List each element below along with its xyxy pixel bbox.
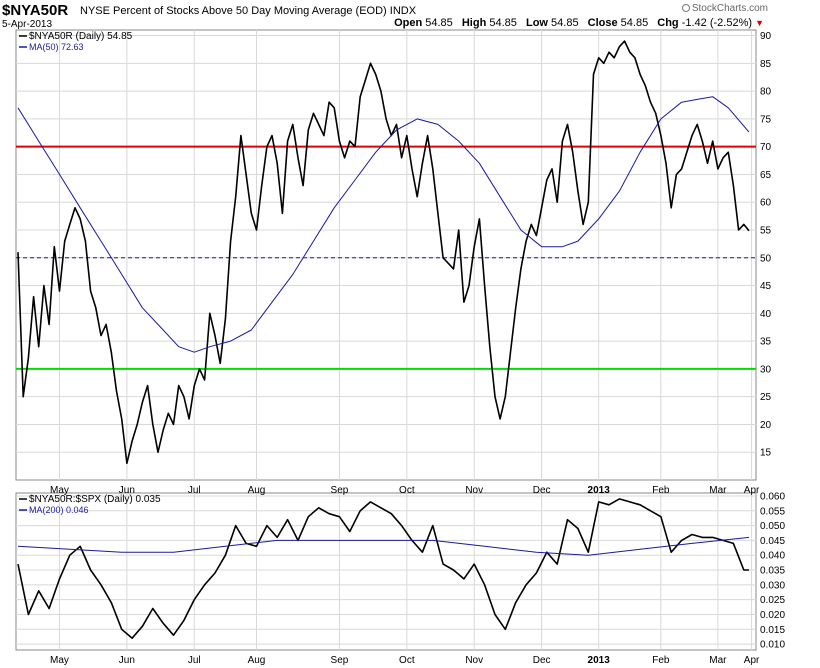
open-label: Open: [394, 17, 423, 29]
down-triangle-icon: ▼: [755, 18, 764, 28]
x-tick-label: May: [50, 655, 69, 666]
y-tick-label: 20: [760, 420, 772, 431]
y-tick-label: 0.055: [760, 506, 785, 517]
x-tick-label: Aug: [248, 655, 266, 666]
y-tick-label: 50: [760, 253, 772, 264]
x-tick-label: Nov: [465, 485, 483, 496]
credit-label: StockCharts.com: [691, 3, 768, 14]
y-tick-label: 0.030: [760, 580, 785, 591]
open-value: 54.85: [425, 17, 453, 29]
x-tick-label: Feb: [652, 485, 670, 496]
legend-entry: $NYA50R (Daily) 54.85: [29, 31, 133, 42]
chart-date: 5-Apr-2013: [2, 19, 53, 30]
y-tick-label: 90: [760, 31, 772, 42]
x-tick-label: Nov: [465, 655, 483, 666]
moving-average-line: [17, 536, 750, 556]
low-label: Low: [525, 17, 548, 29]
x-tick-label: Mar: [709, 655, 727, 666]
x-tick-label: Sep: [331, 655, 349, 666]
y-tick-label: 40: [760, 309, 772, 320]
legend-entry: $NYA50R:$SPX (Daily) 0.035: [29, 494, 161, 505]
credit-link[interactable]: StockCharts.com: [681, 3, 768, 14]
x-tick-label: Apr: [744, 485, 760, 496]
y-tick-label: 80: [760, 87, 772, 98]
chart-symbol: $NYA50R: [2, 2, 69, 19]
y-tick-label: 70: [760, 142, 772, 153]
chg-label: Chg: [657, 17, 679, 29]
y-tick-label: 35: [760, 337, 772, 348]
y-tick-label: 0.010: [760, 640, 785, 651]
x-tick-label: Oct: [399, 655, 415, 666]
y-tick-label: 55: [760, 226, 772, 237]
x-tick-label: May: [50, 485, 69, 496]
y-tick-label: 0.050: [760, 521, 785, 532]
x-tick-label: Dec: [533, 655, 551, 666]
x-tick-label: Sep: [331, 485, 349, 496]
y-tick-label: 65: [760, 170, 772, 181]
y-tick-label: 85: [760, 59, 772, 70]
x-tick-label: Feb: [652, 655, 670, 666]
close-label: Close: [587, 17, 618, 29]
y-tick-label: 60: [760, 198, 772, 209]
stockcharts-logo-icon: [681, 4, 690, 12]
y-tick-label: 15: [760, 448, 772, 459]
x-tick-label: Oct: [399, 485, 415, 496]
x-tick-label: Mar: [709, 485, 727, 496]
chg-value: -1.42 (-2.52%): [681, 17, 753, 29]
price-series-line: [17, 40, 750, 465]
y-tick-label: 0.015: [760, 625, 785, 636]
y-tick-label: 45: [760, 281, 772, 292]
y-tick-label: 30: [760, 364, 772, 375]
y-tick-label: 0.025: [760, 595, 785, 606]
y-tick-label: 0.045: [760, 536, 785, 547]
y-tick-label: 0.040: [760, 551, 785, 562]
y-tick-label: 75: [760, 114, 772, 125]
ohlc-readout: Open 54.85 High 54.85 Low 54.85 Close 54…: [394, 17, 764, 29]
high-label: High: [461, 17, 487, 29]
low-value: 54.85: [551, 17, 579, 29]
high-value: 54.85: [489, 17, 517, 29]
x-tick-label: Jul: [188, 655, 201, 666]
x-tick-label: 2013: [588, 655, 611, 666]
close-value: 54.85: [620, 17, 649, 29]
price-series-line: [17, 498, 749, 639]
y-tick-label: 0.060: [760, 491, 785, 502]
x-tick-label: Jul: [188, 485, 201, 496]
x-tick-label: Apr: [744, 655, 760, 666]
chart-description: NYSE Percent of Stocks Above 50 Day Movi…: [80, 5, 417, 17]
x-tick-label: 2013: [588, 485, 611, 496]
panel-frame-1: [15, 492, 757, 651]
y-tick-label: 0.035: [760, 566, 785, 577]
legend-entry: MA(50) 72.63: [29, 42, 84, 52]
y-tick-label: 0.020: [760, 610, 785, 621]
x-tick-label: Dec: [533, 485, 551, 496]
x-tick-label: Jun: [119, 655, 135, 666]
y-tick-label: 25: [760, 392, 772, 403]
panel-frame-0: [15, 29, 757, 481]
legend-entry: MA(200) 0.046: [29, 505, 89, 515]
moving-average-line: [17, 96, 750, 353]
x-tick-label: Jun: [119, 485, 135, 496]
x-tick-label: Aug: [248, 485, 266, 496]
